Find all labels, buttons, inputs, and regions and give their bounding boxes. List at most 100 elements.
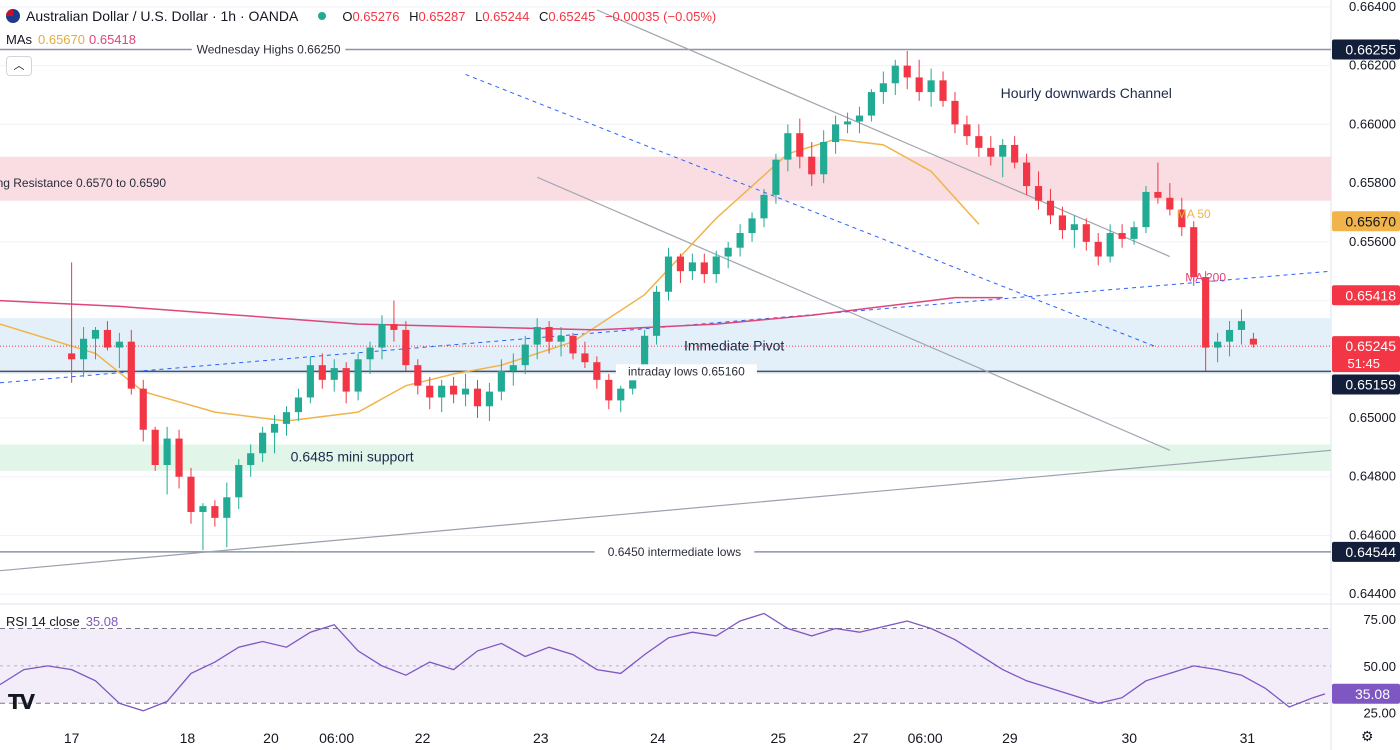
- candle-body: [545, 326, 553, 342]
- candle: [1130, 221, 1138, 245]
- candle: [855, 106, 864, 134]
- settings-gear-icon[interactable]: ⚙: [1361, 728, 1374, 744]
- candle: [1106, 224, 1114, 263]
- candle: [139, 379, 147, 442]
- high-value: 0.65287: [418, 8, 466, 24]
- rsi-legend[interactable]: RSI 14 close 35.08: [6, 614, 118, 629]
- mas-label: MAs: [6, 32, 32, 47]
- candle-body: [151, 429, 159, 465]
- candle-body: [414, 365, 422, 386]
- current-price-tag-bg: [1332, 336, 1400, 373]
- candle: [748, 212, 756, 242]
- x-tick-label: 23: [533, 730, 549, 746]
- candle: [259, 426, 267, 463]
- candle-body: [569, 335, 577, 354]
- candle: [808, 142, 816, 187]
- candle: [151, 426, 159, 471]
- candle-body: [390, 324, 398, 330]
- candle-body: [796, 133, 804, 157]
- x-tick-label: 22: [415, 730, 431, 746]
- candle-body: [1178, 209, 1186, 228]
- candle: [688, 253, 696, 281]
- candle-body: [999, 144, 1007, 157]
- candle-body: [1046, 200, 1055, 216]
- x-tick-label: 18: [180, 730, 196, 746]
- candle: [199, 503, 207, 551]
- candle-body: [784, 133, 792, 160]
- candle-body: [641, 335, 649, 372]
- candle: [294, 388, 303, 421]
- chevron-up-icon[interactable]: ︿: [6, 56, 32, 76]
- candle-body: [808, 156, 816, 175]
- candle-body: [294, 397, 303, 413]
- candle: [306, 356, 314, 404]
- candle-body: [748, 218, 756, 234]
- candle: [68, 262, 76, 383]
- wednesday-highs-label-bg: [191, 42, 346, 59]
- candle: [426, 376, 434, 410]
- candle: [1154, 162, 1162, 204]
- candle: [676, 253, 685, 283]
- candle-body: [1225, 329, 1234, 342]
- candle: [569, 332, 577, 360]
- rsi-tick-label: 50.00: [1363, 659, 1396, 674]
- candle: [772, 153, 780, 204]
- candle: [163, 426, 171, 495]
- candle: [79, 326, 88, 377]
- candle-body: [903, 65, 911, 78]
- candle-body: [247, 453, 255, 465]
- candle-body: [318, 365, 326, 380]
- rsi-line: [0, 612, 1326, 712]
- candle: [939, 71, 947, 107]
- y-tick-label: 0.65600: [1349, 234, 1396, 249]
- candle-body: [68, 353, 76, 360]
- candle-body: [1190, 227, 1198, 278]
- candle: [999, 139, 1007, 178]
- candle-body: [1106, 233, 1114, 257]
- candle: [1094, 233, 1102, 266]
- mini-support-zone: [0, 444, 1331, 471]
- candle: [784, 124, 792, 172]
- candle-body: [1023, 162, 1031, 187]
- rsi-legend-value: 35.08: [85, 614, 119, 629]
- rsi-tick-label: 25.00: [1363, 706, 1396, 721]
- candle: [1166, 183, 1174, 216]
- candle-body: [1154, 191, 1162, 198]
- candle-body: [879, 83, 887, 93]
- candle: [605, 373, 613, 410]
- hourly-channel-label: Hourly downwards Channel: [1001, 85, 1172, 101]
- candle-body: [915, 77, 923, 93]
- candle-body: [473, 388, 482, 407]
- x-tick-label: 31: [1240, 730, 1256, 746]
- candle: [915, 59, 923, 101]
- ma50-legend-value: 0.65670: [38, 32, 85, 47]
- wednesday-highs-price-tag-bg: [1332, 39, 1400, 60]
- candle-body: [282, 412, 291, 424]
- candle-body: [461, 388, 470, 395]
- rsi-tick-label: 75.00: [1363, 612, 1396, 627]
- candle: [796, 118, 804, 169]
- candle-body: [450, 385, 458, 395]
- candle-body: [855, 115, 864, 122]
- ma-legend[interactable]: MAs 0.65670 0.65418: [6, 32, 136, 47]
- candle-body: [1202, 277, 1210, 348]
- candle-body: [175, 438, 183, 477]
- symbol-title[interactable]: Australian Dollar / U.S. Dollar · 1h · O…: [26, 8, 299, 24]
- ma50-price-tag: 0.65670: [1345, 213, 1396, 229]
- long-support-trendline: [0, 449, 1332, 572]
- x-tick-label: 29: [1002, 730, 1018, 746]
- candle: [617, 385, 625, 413]
- candle: [223, 482, 231, 548]
- x-tick-label: 17: [64, 730, 80, 746]
- candle-body: [187, 476, 195, 512]
- chart-legend-header: Australian Dollar / U.S. Dollar · 1h · O…: [6, 8, 722, 24]
- candle: [103, 321, 112, 351]
- candle-body: [1142, 191, 1150, 228]
- candle: [115, 332, 123, 369]
- candle: [867, 89, 875, 122]
- x-tick-label: 30: [1121, 730, 1137, 746]
- candle-body: [1058, 215, 1066, 231]
- candle-body: [927, 80, 935, 93]
- candle: [282, 406, 291, 436]
